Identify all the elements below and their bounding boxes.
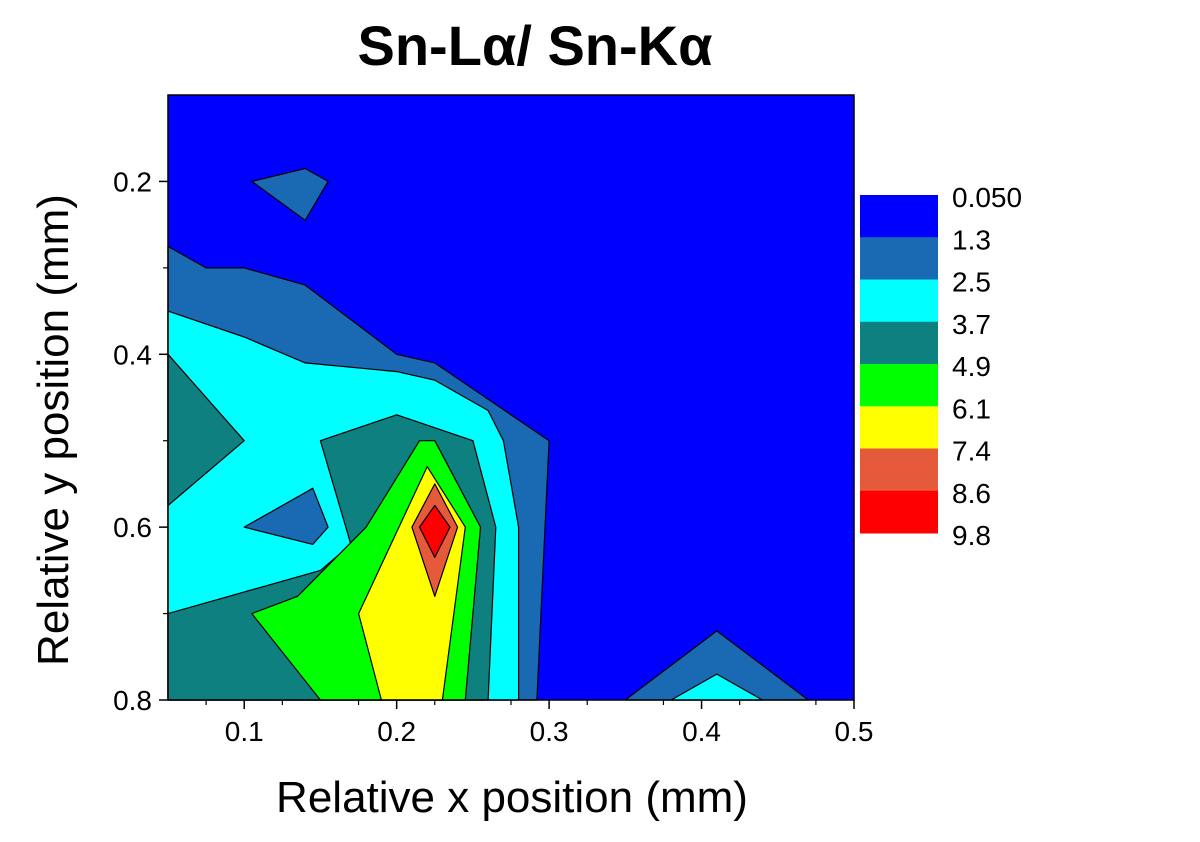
y-axis-title: Relative y position (mm) xyxy=(29,194,78,666)
legend: 0.050 1.3 2.5 3.7 4.9 6.1 7.4 8.6 9.8 xyxy=(860,182,1022,551)
chart-title: Sn-Lα/ Sn-Kα xyxy=(357,14,712,77)
x-axis-title: Relative x position (mm) xyxy=(276,773,748,822)
legend-label: 9.8 xyxy=(952,520,991,551)
x-tick-label: 0.1 xyxy=(225,716,264,747)
x-tick-label: 0.2 xyxy=(377,716,416,747)
legend-label: 3.7 xyxy=(952,309,991,340)
legend-swatch xyxy=(860,279,938,323)
contour-region-7 xyxy=(243,487,329,546)
y-tick-label: 0.6 xyxy=(113,512,152,543)
legend-swatch xyxy=(860,237,938,280)
x-tick-label: 0.5 xyxy=(835,716,874,747)
y-axis: 0.2 0.4 0.6 0.8 xyxy=(113,166,168,716)
x-tick-label: 0.4 xyxy=(682,716,721,747)
plot-area xyxy=(167,94,855,701)
legend-label: 4.9 xyxy=(952,351,991,382)
legend-swatch xyxy=(860,448,938,492)
legend-swatch xyxy=(860,195,938,238)
legend-swatch xyxy=(860,321,938,365)
legend-label: 2.5 xyxy=(952,267,991,298)
legend-label: 7.4 xyxy=(952,436,991,467)
y-tick-label: 0.4 xyxy=(113,339,152,370)
contour-region-11 xyxy=(418,504,451,559)
legend-label: 8.6 xyxy=(952,478,991,509)
legend-label: 0.050 xyxy=(952,182,1022,213)
legend-label: 1.3 xyxy=(952,224,991,255)
y-tick-label: 0.8 xyxy=(113,685,152,716)
legend-swatch xyxy=(860,364,938,407)
legend-swatch xyxy=(860,406,938,449)
y-tick-label: 0.2 xyxy=(113,166,152,197)
legend-label: 6.1 xyxy=(952,393,991,424)
x-axis: 0.1 0.2 0.3 0.4 0.5 xyxy=(205,700,874,747)
x-tick-label: 0.3 xyxy=(530,716,569,747)
contour-region-1 xyxy=(251,167,329,221)
legend-swatch xyxy=(860,490,938,534)
